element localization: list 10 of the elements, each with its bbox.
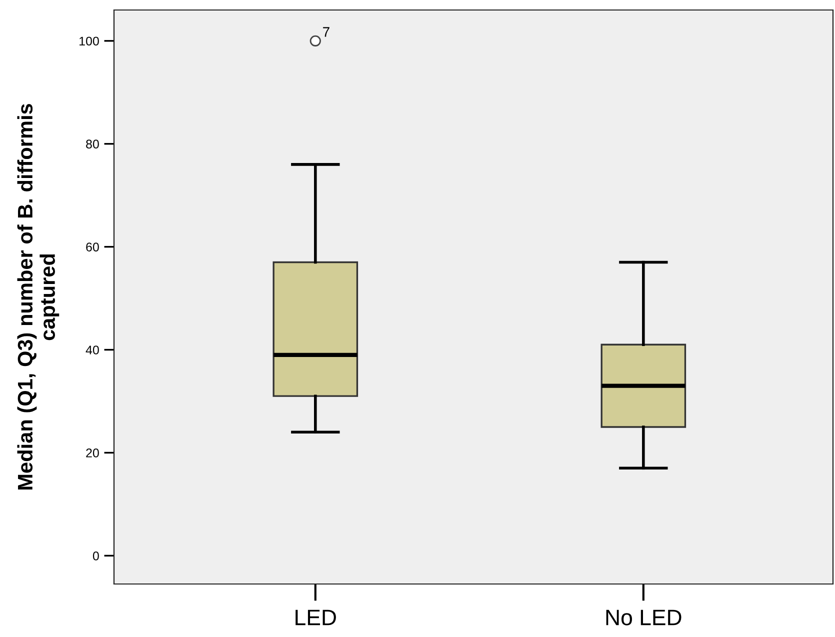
annotation: 7 (323, 27, 330, 37)
x-tick-label: LED (296, 610, 336, 626)
y-tick-label: 60 (86, 242, 99, 252)
y-tick-label: 40 (86, 346, 99, 354)
y-tick-label: 0 (92, 551, 99, 560)
y-tick-label: 20 (86, 448, 99, 458)
y-axis-title: Median (Q1, Q3) number of B. difformis captured (17, 104, 60, 490)
x-tick-label: No LED (606, 610, 682, 626)
y-tick-label: 100 (80, 36, 99, 46)
y-tick-label: 80 (86, 140, 99, 148)
